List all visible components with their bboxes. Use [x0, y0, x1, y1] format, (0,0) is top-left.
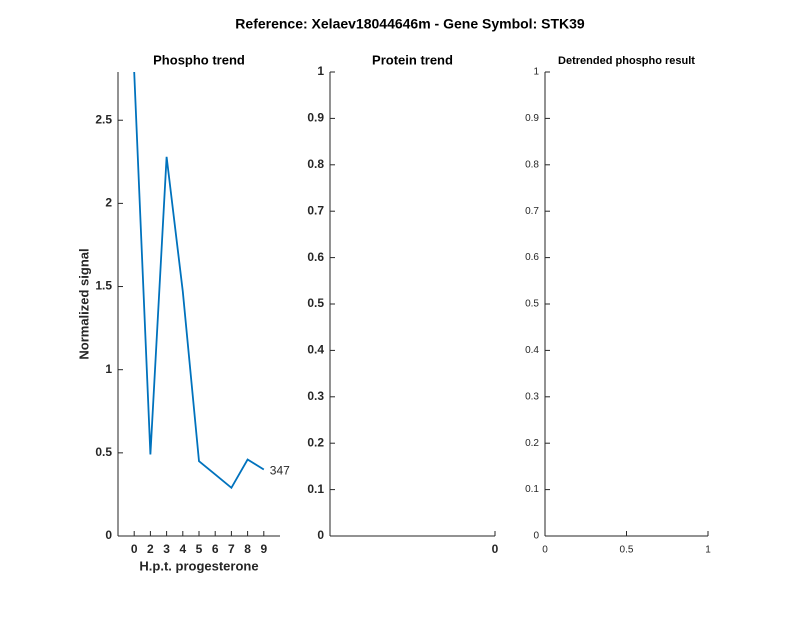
y-tick-label: 2 — [105, 196, 112, 210]
y-tick-label: 0.1 — [307, 482, 324, 496]
x-tick-label: 4 — [179, 542, 186, 556]
panel: Protein trend 0 0.1 0.2 0.3 0.4 0.5 0.6 0.7 0.8 0.… — [307, 52, 498, 556]
y-tick-label: 1.5 — [95, 279, 112, 293]
y-tick-label: 0 — [533, 531, 539, 542]
x-tick-label: 2 — [147, 542, 154, 556]
y-tick-label: 0 — [105, 528, 112, 542]
y-tick-label: 0.6 — [307, 250, 324, 264]
y-tick-label: 0.8 — [307, 157, 324, 171]
y-tick-label: 0.5 — [95, 445, 112, 459]
y-tick-label: 0.5 — [307, 296, 324, 310]
y-tick-label: 2.5 — [95, 112, 112, 126]
x-tick-label: 0 — [492, 542, 499, 556]
line — [133, 71, 265, 490]
panel-title: Protein trend — [372, 52, 453, 67]
x-tick-label: 6 — [212, 542, 219, 556]
annotation: 347 — [270, 464, 290, 478]
y-tick-label: 1 — [105, 362, 112, 376]
y-tick-label: 0 — [317, 528, 324, 542]
panel: Phospho trend 0 0.5 1 1.5 2 2.5 H.p.t. progeste… — [76, 52, 290, 573]
x-tick-label: 9 — [260, 542, 267, 556]
y-tick-label: 0.7 — [307, 203, 324, 217]
y-tick-label: 0.2 — [525, 438, 539, 449]
figure-title: Reference: Xelaev18044646m - Gene Symbol… — [235, 16, 585, 32]
y-tick-label: 0.4 — [307, 343, 324, 357]
panel-title: Detrended phospho result — [558, 55, 695, 67]
x-tick-label: 0 — [542, 545, 548, 556]
x-tick-label: 0.5 — [620, 545, 634, 556]
x-tick-label: 8 — [244, 542, 251, 556]
y-tick-label: 1 — [533, 67, 539, 78]
panel-title: Phospho trend — [153, 52, 245, 67]
y-tick-label: 1 — [317, 64, 324, 78]
x-tick-label: 1 — [705, 545, 711, 556]
y-tick-label: 0.5 — [525, 299, 539, 310]
y-tick-label: 0.3 — [307, 389, 324, 403]
y-axis-label: Normalized signal — [76, 248, 91, 359]
x-tick-label: 5 — [196, 542, 203, 556]
x-tick-label: 0 — [131, 542, 138, 556]
y-tick-label: 0.9 — [525, 113, 539, 124]
y-tick-label: 0.4 — [525, 345, 539, 356]
y-tick-label: 0.9 — [307, 111, 324, 125]
y-tick-label: 0.7 — [525, 206, 539, 217]
x-axis-label: H.p.t. progesterone — [139, 558, 258, 573]
panel: Detrended phospho result 0 0.1 0.2 0.3 0.4 0.5… — [525, 55, 711, 556]
y-tick-label: 0.6 — [525, 252, 539, 263]
y-tick-label: 0.2 — [307, 435, 324, 449]
y-tick-label: 0.3 — [525, 391, 539, 402]
y-tick-label: 0.1 — [525, 484, 539, 495]
x-tick-label: 7 — [228, 542, 235, 556]
x-tick-label: 3 — [163, 542, 170, 556]
y-tick-label: 0.8 — [525, 159, 539, 170]
